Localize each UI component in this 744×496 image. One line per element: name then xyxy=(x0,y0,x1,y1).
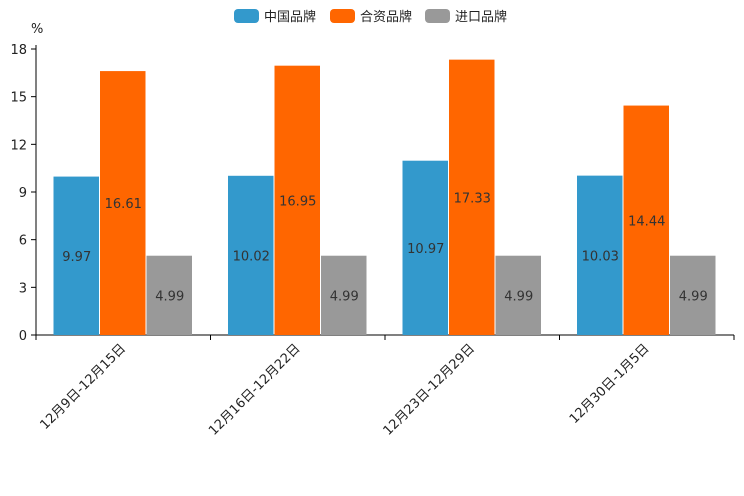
legend-label-1: 中国品牌 xyxy=(264,9,316,25)
data-labels: 9.97 10.02 10.97 10.03 16.61 16.95 17.33 14.44 4… xyxy=(62,191,707,304)
bar-2-3 xyxy=(449,59,495,335)
data-label: 4.99 xyxy=(504,289,533,304)
bar-2-1 xyxy=(100,71,146,335)
x-tick-label: 12月23日-12月29日 xyxy=(381,341,478,438)
bar-3-3 xyxy=(495,255,541,335)
y-axis-label: % xyxy=(31,22,43,37)
legend-label-3: 进口品牌 xyxy=(455,9,507,25)
legend-label-2: 合资品牌 xyxy=(360,9,412,25)
x-tick-label: 12月9日-12月15日 xyxy=(37,341,129,433)
legend: 中国品牌 合资品牌 进口品牌 xyxy=(234,9,507,25)
bar-1-3 xyxy=(402,160,448,335)
data-label: 16.95 xyxy=(279,194,316,209)
legend-swatch-2 xyxy=(330,9,355,23)
x-axis: 12月9日-12月15日 12月16日-12月22日 12月23日-12月29日 12… xyxy=(35,334,735,439)
data-label: 10.97 xyxy=(407,242,444,257)
data-label: 10.03 xyxy=(582,249,619,264)
bar-1-2 xyxy=(228,175,274,335)
y-tick-label: 15 xyxy=(10,91,27,106)
bars xyxy=(53,59,716,335)
data-label: 4.99 xyxy=(330,289,359,304)
bar-3-1 xyxy=(146,255,192,335)
bar-3-2 xyxy=(321,255,367,335)
x-tick-label: 12月30日-1月5日 xyxy=(567,341,653,427)
data-label: 10.02 xyxy=(233,249,270,264)
data-label: 14.44 xyxy=(628,214,665,229)
y-tick-label: 12 xyxy=(10,138,27,153)
bar-1-1 xyxy=(53,176,99,335)
y-tick-label: 6 xyxy=(19,234,27,249)
y-tick-label: 3 xyxy=(19,281,27,296)
y-tick-label: 18 xyxy=(10,43,27,58)
data-label: 9.97 xyxy=(62,250,91,265)
legend-swatch-1 xyxy=(234,9,259,23)
data-label: 17.33 xyxy=(454,191,491,206)
bar-3-4 xyxy=(670,255,716,335)
bar-1-4 xyxy=(577,175,623,335)
y-axis: 0 3 6 9 12 15 18 xyxy=(10,43,37,344)
bar-2-4 xyxy=(623,105,669,335)
y-tick-label: 9 xyxy=(19,186,27,201)
bar-2-2 xyxy=(274,65,320,335)
data-label: 4.99 xyxy=(679,289,708,304)
x-tick-label: 12月16日-12月22日 xyxy=(206,341,303,438)
data-label: 16.61 xyxy=(105,197,142,212)
legend-swatch-3 xyxy=(425,9,450,23)
data-label: 4.99 xyxy=(155,289,184,304)
y-tick-label: 0 xyxy=(19,329,27,344)
